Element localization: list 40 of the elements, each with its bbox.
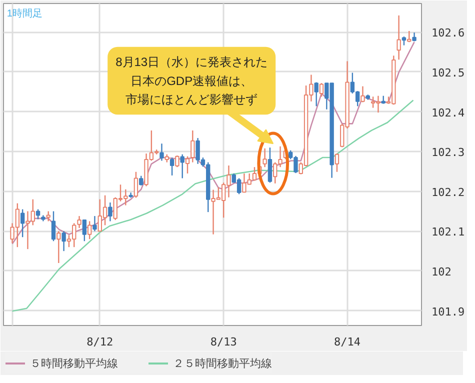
candlestick bbox=[51, 210, 56, 242]
y-tick-label: 102.3 bbox=[432, 146, 465, 160]
candlestick bbox=[334, 152, 340, 172]
candlestick bbox=[268, 146, 272, 184]
candlestick bbox=[185, 156, 190, 174]
candlestick bbox=[396, 14, 401, 60]
candlestick bbox=[160, 143, 164, 162]
candlestick bbox=[46, 210, 50, 222]
candlestick bbox=[62, 230, 66, 252]
candlestick bbox=[87, 220, 92, 240]
x-tick-label: 8/12 bbox=[86, 336, 114, 348]
candlestick bbox=[314, 82, 318, 107]
candlestick bbox=[92, 215, 97, 232]
y-tick-label: 101.9 bbox=[432, 305, 465, 318]
candlestick bbox=[134, 171, 138, 198]
candlestick bbox=[108, 202, 112, 222]
annotation: 8月13日（水）に発表された日本のGDP速報値は、市場にほとんど影響せず bbox=[116, 54, 268, 107]
x-tick-label: 8/14 bbox=[334, 336, 361, 348]
candlestick bbox=[175, 154, 180, 168]
candlestick bbox=[170, 156, 174, 176]
candlestick bbox=[190, 130, 195, 163]
candlestick bbox=[82, 219, 87, 242]
candlestick bbox=[20, 208, 25, 238]
x-tick-label: 8/13 bbox=[210, 336, 237, 348]
candlestick bbox=[180, 154, 184, 179]
y-tick-label: 102.1 bbox=[432, 226, 465, 239]
candlestick bbox=[36, 208, 40, 220]
annotation: 1時間足 bbox=[6, 7, 42, 20]
candlestick bbox=[139, 175, 144, 186]
candlestick bbox=[262, 148, 267, 168]
y-tick-label: 102.2 bbox=[432, 186, 465, 199]
candlestick bbox=[319, 82, 324, 98]
y-tick-label: 102.6 bbox=[432, 26, 465, 40]
y-tick-label: 102.5 bbox=[432, 66, 465, 80]
candlestick bbox=[360, 86, 365, 103]
y-tick-label: 102.4 bbox=[432, 106, 465, 120]
y-tick-label: 102 bbox=[432, 265, 452, 278]
legend-label: ５時間移動平均線 bbox=[30, 356, 118, 370]
candlestick bbox=[56, 230, 61, 264]
legend-label: ２５時間移動平均線 bbox=[173, 356, 272, 370]
